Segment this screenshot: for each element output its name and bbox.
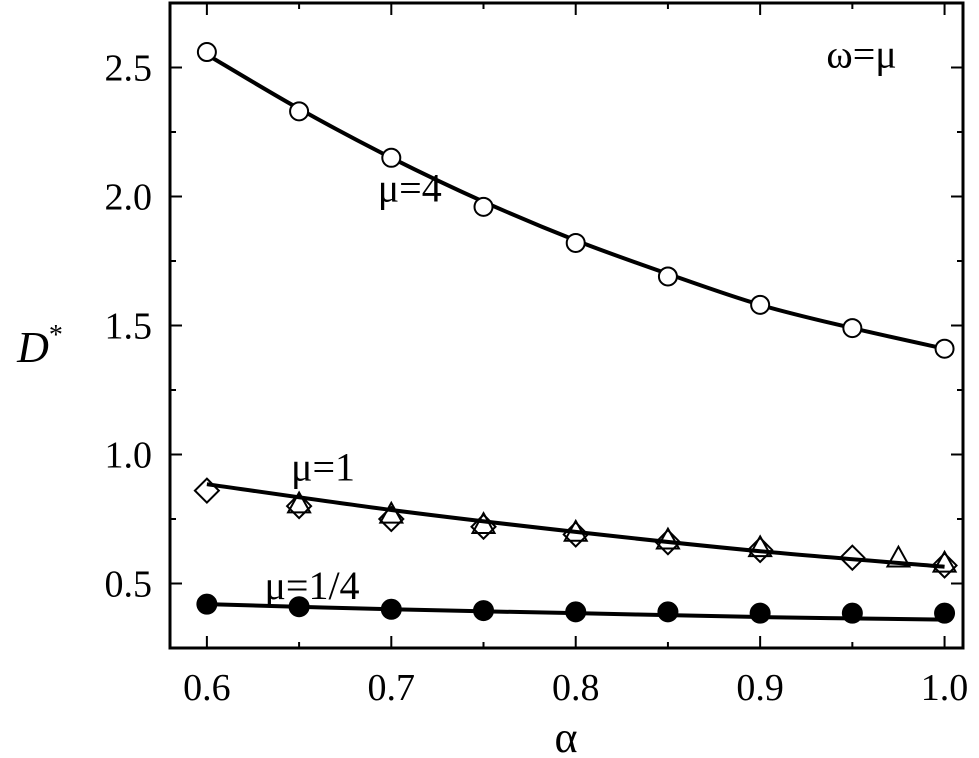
fit-curves	[205, 52, 945, 622]
point-open-circle-7	[842, 318, 863, 339]
point-open-circle-5	[657, 266, 678, 287]
point-open-diamond-5	[654, 528, 682, 556]
point-open-diamond-6	[746, 536, 774, 564]
point-filled-circle-0	[196, 593, 218, 615]
point-open-circle-4	[565, 232, 586, 253]
axis-ticks	[170, 2, 963, 649]
x-tick-label: 0.9	[736, 667, 784, 709]
point-open-diamond-3	[470, 513, 497, 541]
point-open-diamond-8	[931, 552, 958, 579]
point-filled-circle-5	[657, 601, 679, 623]
annotation-label: μ=1	[291, 444, 355, 489]
point-open-triangle-7	[931, 549, 958, 573]
point-open-diamond-7	[838, 544, 866, 572]
point-open-circle-1	[289, 101, 310, 122]
curve-1	[206, 482, 945, 569]
x-tick-label: 1.0	[921, 667, 969, 709]
point-open-triangle-6	[885, 544, 912, 568]
y-tick-label: 2.0	[105, 177, 153, 219]
point-filled-circle-7	[841, 602, 863, 624]
point-open-diamond-1	[285, 492, 313, 520]
y-tick-label: 1.0	[105, 435, 153, 477]
y-axis-title-main: D	[16, 323, 49, 372]
point-filled-circle-1	[288, 596, 310, 618]
point-open-circle-2	[381, 147, 402, 168]
x-tick-label: 0.6	[183, 667, 231, 709]
annotation-label: μ=4	[378, 166, 442, 211]
annotation-label: μ=1/4	[264, 563, 359, 608]
y-tick-label: 2.5	[105, 48, 153, 90]
tick-labels: 0.6 0.7 0.8 0.9 1.0 0.5 1.0 1.5 2.0 2.5	[105, 48, 969, 710]
x-tick-label: 0.7	[368, 667, 416, 709]
x-axis-title: α	[554, 713, 577, 758]
point-open-circle-6	[750, 294, 771, 315]
point-open-triangle-2	[470, 511, 497, 534]
point-filled-circle-8	[934, 602, 956, 624]
point-open-diamond-0	[193, 477, 221, 505]
point-open-circle-8	[934, 338, 955, 359]
point-open-diamond-4	[562, 521, 590, 548]
x-tick-label: 0.8	[552, 667, 600, 709]
y-tick-label: 1.5	[105, 306, 153, 348]
annotation-label: ω=μ	[826, 32, 896, 77]
point-open-triangle-3	[563, 518, 589, 542]
point-filled-circle-4	[565, 601, 587, 623]
y-axis-title: D*	[16, 320, 63, 372]
point-open-circle-0	[196, 42, 217, 63]
point-filled-circle-2	[380, 598, 402, 620]
point-open-circle-3	[473, 196, 494, 217]
point-open-triangle-4	[655, 526, 681, 550]
point-open-diamond-2	[377, 505, 405, 533]
point-open-triangle-5	[747, 534, 773, 558]
y-tick-label: 0.5	[105, 564, 153, 606]
data-markers	[193, 42, 958, 624]
point-open-triangle-1	[378, 500, 405, 524]
point-open-triangle-0	[286, 490, 312, 514]
point-filled-circle-3	[473, 600, 495, 622]
y-axis-title-sup: *	[49, 320, 63, 351]
point-filled-circle-6	[749, 602, 771, 624]
curve-0	[205, 52, 945, 351]
annotations: ω=μ μ=4 μ=1 μ=1/4	[264, 32, 896, 608]
